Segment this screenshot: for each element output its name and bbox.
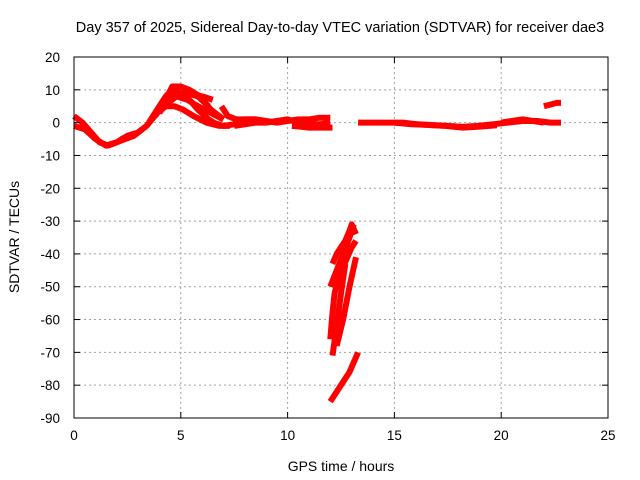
y-tick-label: -20 [40,181,60,196]
y-tick-label: -30 [40,214,60,229]
y-tick-label: -80 [40,378,60,393]
y-tick-label: 0 [52,116,60,131]
y-axis-label: SDTVAR / TECUs [6,181,22,293]
series-arc-18 [327,351,361,404]
y-tick-label: 10 [45,83,60,98]
y-tick-label: -60 [40,313,60,328]
series-arc-21 [500,116,545,126]
x-tick-label: 5 [177,428,185,443]
y-tick-label: -70 [40,345,60,360]
y-tick-label: -40 [40,247,60,262]
series-arc-7 [166,93,225,123]
plot-frame [73,56,609,419]
y-tick-label: -10 [40,148,60,163]
chart-title: Day 357 of 2025, Sidereal Day-to-day VTE… [76,20,604,36]
x-tick-label: 0 [70,428,78,443]
series-arc-20 [394,119,498,131]
x-tick-label: 25 [600,428,615,443]
series-arc-14 [327,223,357,288]
series-arc-12 [291,122,333,131]
y-tick-label: 20 [45,50,60,65]
series-arc-8 [184,90,214,103]
series-arc-16 [329,263,349,357]
series-arc-11 [233,116,331,129]
tick-marks [73,56,609,419]
series-arc-15 [327,239,359,340]
series-arc-17 [333,256,359,347]
x-tick-label: 15 [387,428,402,443]
x-axis-label: GPS time / hours [288,458,395,474]
series-arc-22 [543,99,561,110]
y-tick-label: -50 [40,280,60,295]
x-tick-label: 10 [280,428,295,443]
x-tick-labels: 0 5 10 15 20 25 [70,428,615,443]
y-tick-label: -90 [40,411,60,426]
x-tick-label: 20 [494,428,509,443]
y-tick-labels: 20 10 0 -10 -20 -30 -40 -50 -60 -70 -80 -90 [40,50,60,426]
data-series [72,83,561,404]
